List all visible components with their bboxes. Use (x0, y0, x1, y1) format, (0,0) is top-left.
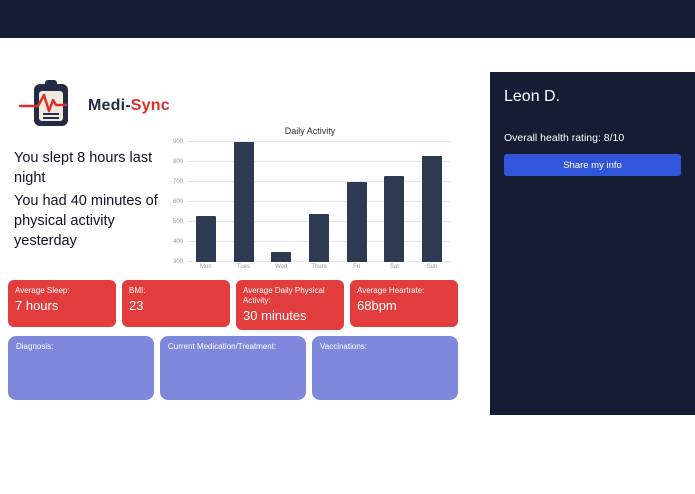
bar-column: Mon (195, 142, 217, 270)
sleep-summary-line: You slept 8 hours last night (14, 150, 153, 187)
bar-column: Fri (346, 142, 368, 270)
x-tick-label: Sat (389, 264, 399, 270)
stat-label: Average Daily Physical Activity: (243, 286, 325, 305)
record-card-vaccinations: Vaccinations: (312, 336, 458, 400)
stat-value: 30 minutes (243, 308, 307, 323)
record-card-diagnosis: Diagnosis: (8, 336, 154, 400)
bar-column: Tues (233, 142, 255, 270)
y-tick-label: 300 (172, 259, 183, 265)
x-tick-label: Wed (275, 264, 288, 270)
app-logo: Medi-Sync (18, 78, 170, 133)
bar-thurs (308, 214, 329, 262)
health-rating-text: Overall health rating: 8/10 (504, 132, 625, 144)
y-tick-label: 800 (172, 159, 183, 165)
x-tick-label: Fri (353, 264, 361, 270)
stat-value: 7 hours (15, 298, 59, 313)
stat-value: 68bpm (357, 298, 397, 313)
daily-activity-chart: Daily Activity 300 400 500 600 700 800 900 Mon… (163, 126, 457, 276)
gridline (187, 161, 451, 162)
clipboard-heartbeat-icon (18, 78, 78, 133)
chart-title: Daily Activity (284, 126, 336, 136)
x-tick-label: Thurs (311, 264, 327, 270)
brand-name-primary: Medi- (88, 96, 131, 114)
stat-card-daily-activity: Average Daily Physical Activity: 30 minu… (236, 280, 344, 331)
daily-summary-text: You slept 8 hours last night You had 40 … (14, 148, 166, 253)
record-label: Diagnosis: (16, 342, 54, 351)
stat-card-heartrate: Average Heartrate: 68bpm (350, 280, 458, 327)
y-tick-label: 500 (172, 219, 183, 226)
x-tick-label: Tues (236, 264, 251, 270)
bar-tues (233, 142, 254, 262)
activity-summary-line: You had 40 minutes of physical activity … (14, 192, 158, 250)
y-tick-label: 400 (172, 239, 183, 246)
y-tick-label: 900 (172, 139, 183, 145)
x-tick-label: Mon (200, 264, 212, 270)
y-tick-label: 700 (172, 179, 183, 186)
stat-label: Average Heartrate: (357, 286, 425, 295)
top-nav-bar (0, 0, 695, 38)
brand-name: Medi-Sync (88, 97, 170, 115)
stat-card-average-sleep: Average Sleep: 7 hours (8, 280, 116, 327)
gridline (187, 141, 451, 142)
brand-name-accent: Sync (130, 96, 170, 114)
bar-fri (346, 182, 367, 262)
record-card-medication: Current Medication/Treatment: (160, 336, 306, 400)
y-tick-label: 600 (172, 199, 183, 205)
stat-label: BMI: (129, 286, 146, 295)
gridline (187, 201, 451, 202)
bar-sun (422, 156, 443, 262)
bar-wed (271, 252, 292, 262)
record-label: Current Medication/Treatment: (168, 342, 277, 351)
share-info-button[interactable]: Share my info (504, 154, 681, 176)
profile-panel: Leon D. Overall health rating: 8/10 Shar… (490, 72, 695, 415)
bar-column: Sun (421, 142, 443, 270)
stat-card-bmi: BMI: 23 (122, 280, 230, 327)
stat-label: Average Sleep: (15, 286, 70, 295)
record-cards-row: Diagnosis: Current Medication/Treatment:… (8, 336, 458, 400)
bar-column: Wed (270, 142, 292, 270)
stat-cards-row: Average Sleep: 7 hours BMI: 23 Average D… (8, 280, 458, 331)
chart-bars: Mon Tues Wed Thurs Fri Sat Sun (187, 142, 451, 270)
bar-column: Sat (383, 142, 405, 270)
bar-column: Thurs (308, 142, 330, 270)
record-label: Vaccinations: (320, 342, 367, 351)
bar-mon (195, 216, 216, 262)
chart-plot-area: 300 400 500 600 700 800 900 Mon Tues Wed Thurs Fri… (173, 139, 451, 270)
stat-value: 23 (129, 298, 144, 313)
gridline (187, 181, 451, 183)
x-tick-label: Sun (426, 264, 438, 270)
profile-name: Leon D. (504, 88, 561, 105)
bar-sat (384, 176, 405, 262)
